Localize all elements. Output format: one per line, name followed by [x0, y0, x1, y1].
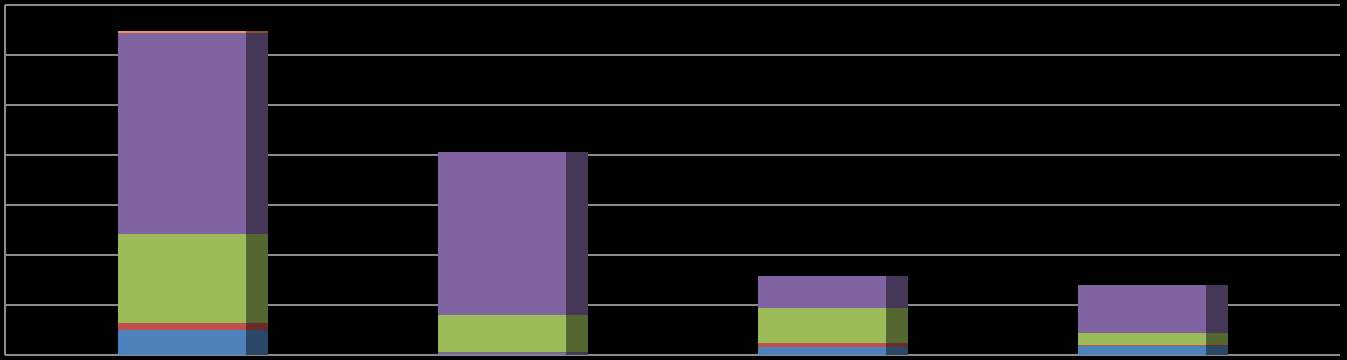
bar-segment: [1078, 333, 1206, 345]
bar-side: [1206, 285, 1228, 333]
bar-side: [566, 353, 588, 355]
bar-side: [1206, 333, 1228, 345]
bar-side: [886, 276, 908, 308]
bar-side: [246, 234, 268, 323]
bar-segment: [438, 152, 566, 315]
bar-segment: [758, 347, 886, 355]
bar-segment: [118, 330, 246, 355]
bar-side: [246, 33, 268, 234]
bar-segment: [118, 234, 246, 323]
bar-segment: [758, 343, 886, 347]
bar-side: [566, 352, 588, 353]
bar-segment: [758, 308, 886, 343]
bar-segment: [438, 352, 566, 353]
bar-segment: [438, 315, 566, 352]
bar-side: [246, 330, 268, 355]
bar-side: [1206, 346, 1228, 355]
bar-segment: [438, 353, 566, 355]
bar-segment: [1078, 346, 1206, 355]
bar-side: [566, 315, 588, 352]
bar-segment: [1078, 285, 1206, 333]
bar-segment: [118, 33, 246, 234]
bar-side: [246, 31, 268, 33]
bar-side: [246, 323, 268, 330]
bar-side: [886, 347, 908, 355]
bar-side: [566, 152, 588, 315]
bar-side: [886, 343, 908, 347]
bar-segment: [118, 323, 246, 330]
bar-segment: [758, 276, 886, 308]
bar-segment: [1078, 345, 1206, 346]
bar-side: [1206, 345, 1228, 346]
bar-side: [886, 308, 908, 343]
bar-segment: [118, 31, 246, 33]
